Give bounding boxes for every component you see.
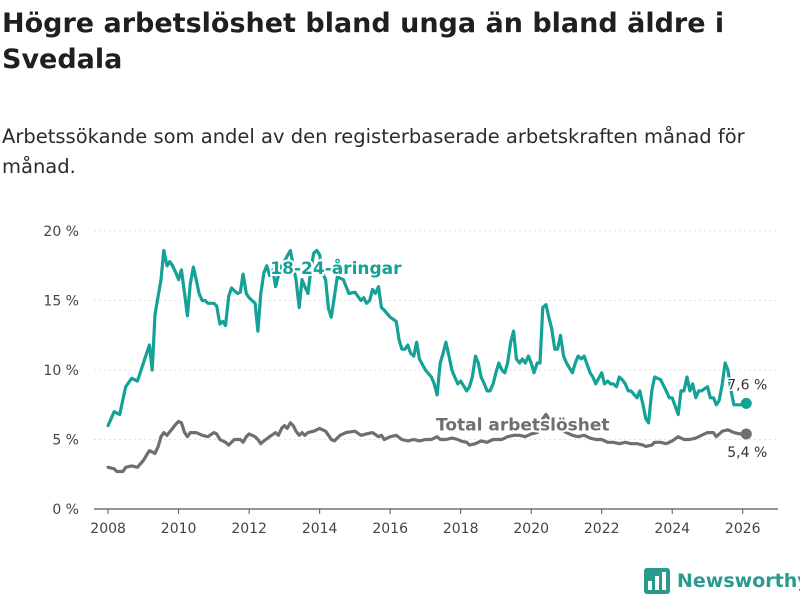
end-value-label-total: 5,4 % — [727, 445, 767, 461]
end-point-total — [740, 428, 752, 440]
x-tick-label: 2018 — [443, 521, 479, 537]
bar-chart-icon — [644, 568, 670, 594]
series-label-youth: 18-24-åringar — [270, 257, 402, 279]
y-tick-label: 0 % — [52, 502, 79, 518]
gridlines — [94, 230, 778, 440]
x-tick-label: 2010 — [161, 521, 197, 537]
x-tick-label: 2022 — [584, 521, 620, 537]
x-tick-label: 2008 — [90, 521, 126, 537]
x-tick-label: 2020 — [513, 521, 549, 537]
chart-title: Högre arbetslöshet bland unga än bland ä… — [2, 8, 725, 75]
x-tick-label: 2016 — [372, 521, 408, 537]
y-tick-label: 15 % — [43, 294, 79, 310]
y-tick-label: 10 % — [43, 363, 79, 379]
series-line-total — [106, 412, 748, 474]
axes: 0 % 5 % 10 % 15 % 20 % 2008 2010 2012 2014 2016 20… — [43, 224, 778, 537]
series-label-total: Total arbetslöshet — [436, 415, 610, 435]
series-lines — [106, 248, 752, 474]
x-tick-label: 2014 — [302, 521, 338, 537]
x-tick-label: 2026 — [725, 521, 761, 537]
y-tick-label: 20 % — [43, 224, 79, 240]
x-tick-label: 2012 — [231, 521, 267, 537]
x-tick-label: 2024 — [654, 521, 690, 537]
end-point-youth — [740, 397, 752, 409]
chart-subtitle: Arbetssökande som andel av den registerb… — [2, 125, 745, 178]
brand-name: Newsworthy — [677, 570, 800, 592]
data-labels: 18-24-åringar 7,6 % Total arbetslöshet 5,4 … — [268, 255, 768, 462]
end-value-label-youth: 7,6 % — [727, 377, 767, 393]
series-line-youth — [106, 248, 748, 428]
y-tick-label: 5 % — [52, 433, 79, 449]
newsworthy-logo: Newsworthy — [644, 568, 800, 594]
